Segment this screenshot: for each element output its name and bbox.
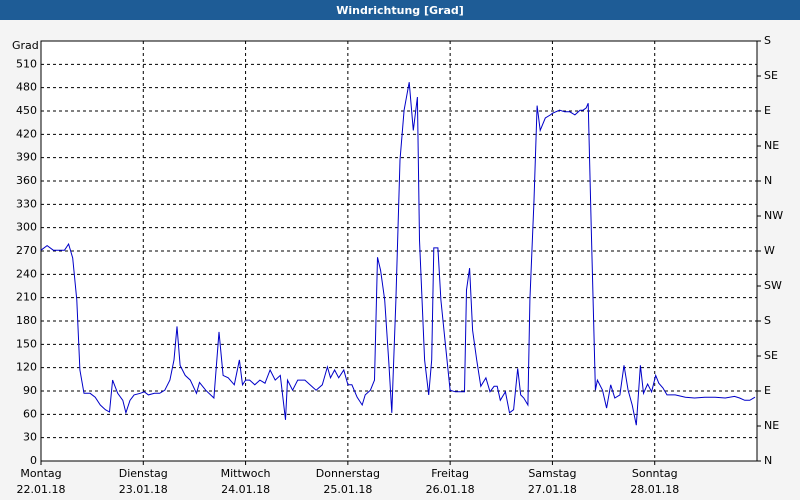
y2-tick-label: N [764, 454, 772, 467]
y2-tick-label: NW [764, 209, 783, 222]
y-tick-label: 300 [16, 221, 37, 234]
y-tick-label: 210 [16, 291, 37, 304]
x-tick-date: 27.01.18 [528, 483, 577, 496]
x-tick-date: 22.01.18 [17, 483, 66, 496]
y-tick-label: 510 [16, 57, 37, 70]
x-tick-label: Dienstag [119, 467, 168, 480]
y2-tick-label: N [764, 174, 772, 187]
y2-tick-label: SE [764, 69, 778, 82]
x-tick-label: Sonntag [632, 467, 678, 480]
y2-tick-label: E [764, 384, 771, 397]
y-tick-label: 150 [16, 337, 37, 350]
y-tick-label: 180 [16, 314, 37, 327]
y-tick-label: 90 [23, 384, 37, 397]
y-tick-label: 450 [16, 104, 37, 117]
chart-title: Windrichtung [Grad] [336, 4, 464, 17]
y-tick-label: 420 [16, 127, 37, 140]
y-tick-label: 390 [16, 151, 37, 164]
x-tick-label: Montag [20, 467, 61, 480]
y-tick-label: 30 [23, 431, 37, 444]
y2-tick-label: S [764, 34, 771, 47]
x-tick-label: Freitag [431, 467, 469, 480]
y-tick-label: 270 [16, 244, 37, 257]
x-tick-label: Mittwoch [221, 467, 271, 480]
x-tick-date: 23.01.18 [119, 483, 168, 496]
y2-tick-label: W [764, 244, 775, 257]
y-axis-label: Grad [12, 39, 39, 52]
y-tick-label: 480 [16, 81, 37, 94]
data-line [40, 82, 756, 426]
x-tick-date: 24.01.18 [221, 483, 270, 496]
x-tick-date: 28.01.18 [630, 483, 679, 496]
y-tick-label: 0 [30, 454, 37, 467]
x-tick-label: Donnerstag [316, 467, 380, 480]
y2-tick-label: SW [764, 279, 782, 292]
x-tick-label: Samstag [528, 467, 576, 480]
y2-tick-label: E [764, 104, 771, 117]
title-bar [0, 0, 800, 20]
x-tick-date: 25.01.18 [323, 483, 372, 496]
y-tick-label: 120 [16, 361, 37, 374]
y2-tick-label: SE [764, 349, 778, 362]
y2-tick-label: S [764, 314, 771, 327]
x-tick-date: 26.01.18 [426, 483, 475, 496]
y-tick-label: 240 [16, 267, 37, 280]
y2-tick-label: NE [764, 419, 779, 432]
y-tick-label: 360 [16, 174, 37, 187]
y2-tick-label: NE [764, 139, 779, 152]
y-tick-label: 330 [16, 197, 37, 210]
y-tick-label: 60 [23, 407, 37, 420]
